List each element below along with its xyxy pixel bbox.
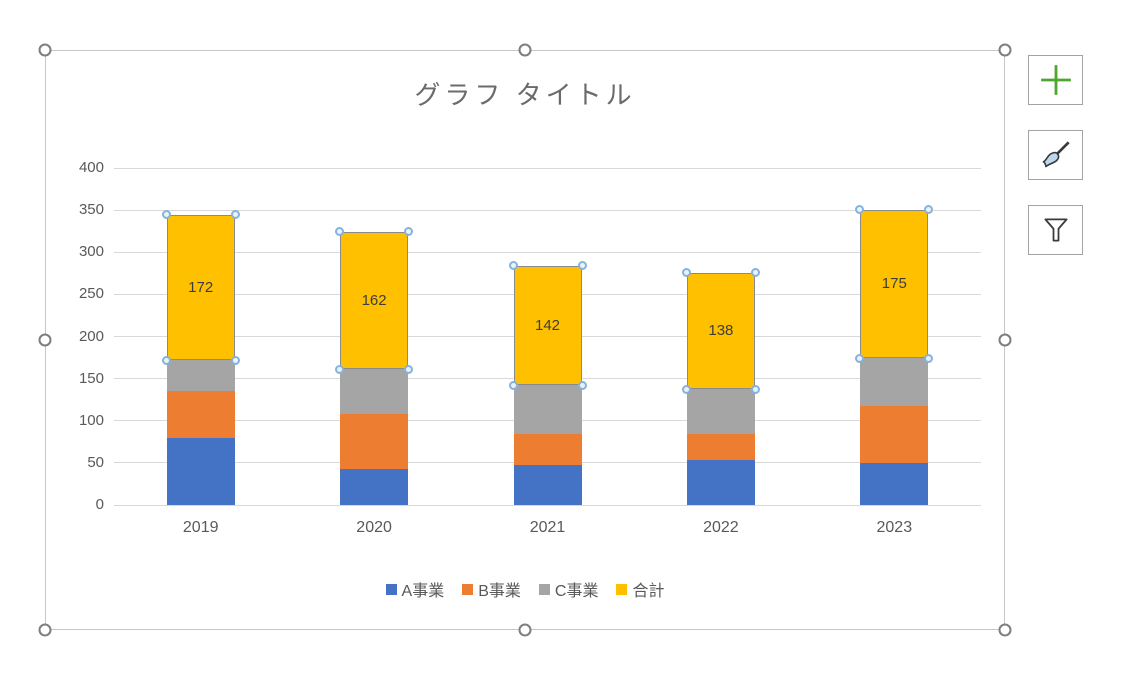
- legend-label: B事業: [478, 583, 521, 600]
- bar-segment-B事業-2023[interactable]: [860, 405, 929, 463]
- series-point-handle[interactable]: [335, 227, 345, 237]
- data-label[interactable]: 142: [534, 317, 561, 335]
- series-point-handle[interactable]: [230, 356, 240, 366]
- resize-handle-top-right[interactable]: [998, 43, 1012, 57]
- legend[interactable]: A事業 B事業 C事業 合計: [46, 577, 1004, 601]
- bar-segment-C事業-2023[interactable]: [860, 357, 929, 406]
- bar-segment-合計-2021[interactable]: 142: [508, 260, 587, 391]
- bar-segment-A事業-2020[interactable]: [340, 468, 409, 505]
- resize-handle-bottom-left[interactable]: [38, 623, 52, 637]
- gridline: [114, 209, 981, 211]
- bar-segment-A事業-2019[interactable]: [166, 437, 235, 505]
- resize-handle-middle-left[interactable]: [38, 333, 52, 347]
- legend-swatch: [385, 583, 397, 595]
- series-point-handle[interactable]: [404, 227, 414, 237]
- bar-segment-B事業-2021[interactable]: [513, 434, 582, 466]
- y-axis-tick-label[interactable]: 150: [78, 369, 104, 387]
- legend-label: 合計: [632, 583, 665, 600]
- bar-segment-合計-2019[interactable]: 172: [161, 210, 240, 366]
- x-axis-tick-label[interactable]: 2020: [356, 519, 392, 536]
- chart-filters-button[interactable]: [1028, 205, 1083, 255]
- series-point-handle[interactable]: [404, 364, 414, 374]
- legend-swatch: [616, 583, 628, 595]
- legend-item-C事業[interactable]: C事業: [538, 577, 599, 601]
- series-point-handle[interactable]: [855, 353, 865, 363]
- legend-item-合計[interactable]: 合計: [616, 577, 664, 601]
- data-label[interactable]: 138: [708, 322, 734, 340]
- series-point-handle[interactable]: [750, 384, 760, 394]
- data-label[interactable]: 172: [188, 279, 214, 297]
- plot-area[interactable]: 172 162 142 138 175: [114, 167, 981, 506]
- series-point-handle[interactable]: [508, 381, 518, 391]
- y-axis-tick-label[interactable]: 200: [78, 327, 104, 345]
- paintbrush-icon: [1042, 141, 1070, 168]
- y-axis-tick-label[interactable]: 300: [78, 243, 104, 261]
- plus-icon: [1040, 65, 1071, 95]
- data-label[interactable]: 175: [881, 275, 907, 293]
- chart-elements-button[interactable]: [1028, 55, 1083, 105]
- data-label[interactable]: 162: [361, 291, 387, 309]
- series-point-handle[interactable]: [750, 267, 760, 277]
- resize-handle-top-left[interactable]: [38, 43, 52, 57]
- legend-item-A事業[interactable]: A事業: [385, 577, 445, 601]
- bar-segment-B事業-2019[interactable]: [166, 391, 235, 438]
- series-point-handle[interactable]: [681, 267, 691, 277]
- series-point-handle[interactable]: [577, 381, 587, 391]
- resize-handle-middle-right[interactable]: [998, 333, 1012, 347]
- y-axis-tick-label[interactable]: 50: [87, 453, 104, 471]
- chart-title[interactable]: グラフ タイトル: [414, 80, 636, 110]
- gridline: [114, 504, 981, 506]
- y-axis-tick-label[interactable]: 400: [78, 159, 104, 176]
- resize-handle-bottom-right[interactable]: [998, 623, 1012, 637]
- gridline: [114, 167, 981, 169]
- chart-styles-button[interactable]: [1028, 130, 1083, 180]
- gridline: [114, 251, 981, 253]
- bar-segment-B事業-2022[interactable]: [686, 434, 755, 460]
- series-point-handle[interactable]: [577, 260, 587, 270]
- bar-segment-C事業-2022[interactable]: [686, 388, 755, 435]
- legend-label: A事業: [401, 583, 445, 600]
- y-axis-tick-label[interactable]: 100: [78, 411, 104, 429]
- series-point-handle[interactable]: [855, 205, 865, 215]
- bar-segment-C事業-2019[interactable]: [166, 360, 235, 392]
- y-axis-tick-label[interactable]: 0: [95, 496, 104, 513]
- bar-segment-C事業-2020[interactable]: [340, 368, 409, 415]
- chart-object[interactable]: グラフ タイトル 0 50 100 150 200 250 300 350 400 172 162…: [45, 50, 1005, 630]
- y-axis[interactable]: 0 50 100 150 200 250 300 350 400: [46, 159, 104, 513]
- bar-segment-C事業-2021[interactable]: [513, 385, 582, 435]
- series-point-handle[interactable]: [508, 260, 518, 270]
- bar-segment-合計-2023[interactable]: 175: [855, 205, 934, 363]
- x-axis-tick-label[interactable]: 2023: [876, 519, 913, 536]
- series-point-handle[interactable]: [924, 353, 934, 363]
- x-axis[interactable]: 2019 2020 2021 2022 2023: [114, 519, 981, 543]
- funnel-icon: [1044, 218, 1067, 242]
- series-point-handle[interactable]: [335, 364, 345, 374]
- legend-swatch: [462, 583, 474, 595]
- bar-segment-B事業-2020[interactable]: [340, 414, 409, 469]
- legend-label: C事業: [554, 583, 599, 600]
- resize-handle-bottom-center[interactable]: [518, 623, 532, 637]
- legend-item-B事業[interactable]: B事業: [462, 577, 521, 601]
- resize-handle-top-center[interactable]: [518, 43, 532, 57]
- x-axis-tick-label[interactable]: 2022: [703, 519, 739, 536]
- y-axis-tick-label[interactable]: 250: [78, 285, 104, 303]
- bar-segment-A事業-2022[interactable]: [686, 459, 755, 505]
- y-axis-tick-label[interactable]: 350: [78, 201, 104, 219]
- series-point-handle[interactable]: [230, 210, 240, 220]
- bar-segment-合計-2020[interactable]: 162: [335, 227, 414, 374]
- bar-segment-A事業-2023[interactable]: [860, 462, 929, 505]
- legend-swatch: [538, 583, 550, 595]
- series-point-handle[interactable]: [161, 210, 171, 220]
- series-point-handle[interactable]: [161, 356, 171, 366]
- series-point-handle[interactable]: [681, 384, 691, 394]
- bar-segment-合計-2022[interactable]: 138: [681, 267, 760, 394]
- x-axis-tick-label[interactable]: 2019: [182, 519, 219, 536]
- bar-segment-A事業-2021[interactable]: [513, 465, 582, 505]
- series-point-handle[interactable]: [924, 205, 934, 215]
- x-axis-tick-label[interactable]: 2021: [529, 519, 566, 536]
